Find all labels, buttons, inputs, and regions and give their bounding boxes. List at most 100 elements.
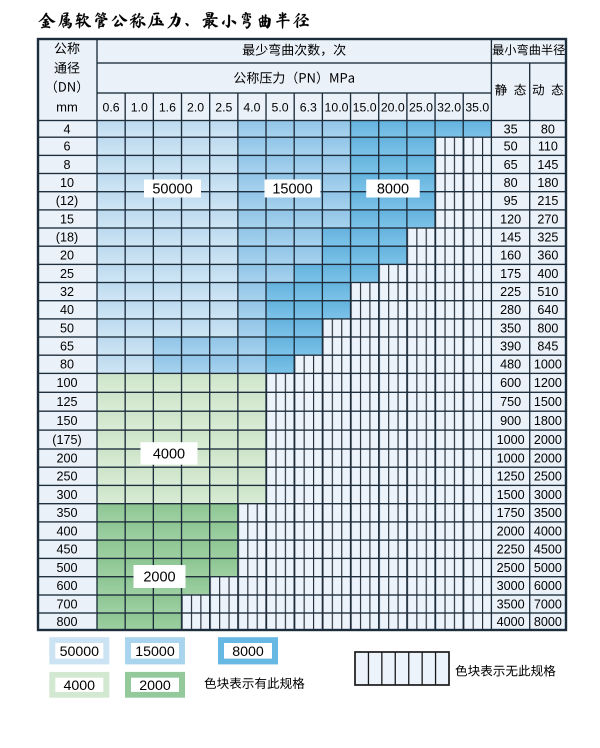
svg-text:0.6: 0.6 (103, 100, 120, 114)
svg-text:80: 80 (60, 358, 74, 372)
svg-text:1200: 1200 (534, 376, 562, 390)
svg-text:35.0: 35.0 (465, 100, 489, 114)
svg-text:1750: 1750 (497, 506, 525, 520)
svg-text:300: 300 (56, 488, 77, 502)
svg-text:80: 80 (541, 122, 555, 136)
svg-text:15000: 15000 (272, 182, 312, 198)
svg-text:1250: 1250 (497, 470, 525, 484)
svg-text:700: 700 (56, 597, 77, 611)
svg-text:350: 350 (500, 321, 521, 335)
svg-text:(175): (175) (52, 433, 81, 447)
svg-text:15.0: 15.0 (353, 100, 377, 114)
svg-text:2500: 2500 (534, 470, 562, 484)
svg-text:40: 40 (60, 303, 74, 317)
svg-text:6: 6 (63, 140, 70, 154)
svg-text:50: 50 (504, 140, 518, 154)
svg-text:2000: 2000 (497, 524, 525, 538)
svg-text:400: 400 (56, 524, 77, 538)
svg-text:95: 95 (504, 194, 518, 208)
svg-text:8000: 8000 (534, 615, 562, 629)
svg-text:4.0: 4.0 (243, 100, 260, 114)
svg-text:200: 200 (56, 452, 77, 466)
svg-text:500: 500 (56, 561, 77, 575)
svg-text:mm: mm (56, 100, 78, 115)
svg-text:20: 20 (60, 249, 74, 263)
svg-text:110: 110 (538, 140, 558, 154)
svg-text:225: 225 (500, 285, 521, 299)
svg-text:5000: 5000 (534, 561, 562, 575)
svg-text:15000: 15000 (135, 644, 175, 660)
svg-text:2500: 2500 (497, 561, 525, 575)
svg-text:145: 145 (500, 231, 521, 245)
svg-text:390: 390 (500, 340, 521, 354)
svg-text:4000: 4000 (534, 524, 562, 538)
svg-text:6.3: 6.3 (300, 100, 317, 114)
svg-text:1500: 1500 (497, 488, 525, 502)
svg-text:5.0: 5.0 (272, 100, 289, 114)
svg-text:4000: 4000 (153, 447, 185, 463)
svg-text:32: 32 (60, 285, 74, 299)
svg-text:8: 8 (63, 158, 70, 172)
svg-text:800: 800 (537, 321, 558, 335)
svg-text:215: 215 (537, 194, 558, 208)
svg-text:4000: 4000 (497, 615, 525, 629)
svg-text:3500: 3500 (497, 597, 525, 611)
svg-text:480: 480 (500, 358, 521, 372)
svg-text:1000: 1000 (497, 452, 525, 466)
svg-text:25.0: 25.0 (409, 100, 433, 114)
svg-text:8000: 8000 (377, 182, 409, 198)
svg-text:(12): (12) (56, 194, 78, 208)
svg-text:2000: 2000 (139, 678, 171, 694)
svg-text:800: 800 (56, 615, 77, 629)
svg-text:1500: 1500 (534, 395, 562, 409)
svg-text:7000: 7000 (534, 597, 562, 611)
svg-text:1000: 1000 (534, 358, 562, 372)
svg-text:50: 50 (60, 321, 74, 335)
svg-text:640: 640 (537, 303, 558, 317)
svg-text:2250: 2250 (497, 543, 525, 557)
svg-text:65: 65 (60, 340, 74, 354)
svg-text:360: 360 (537, 249, 558, 263)
svg-text:125: 125 (56, 395, 77, 409)
svg-text:2.5: 2.5 (215, 100, 232, 114)
svg-text:180: 180 (537, 176, 558, 190)
svg-text:50000: 50000 (60, 644, 100, 660)
svg-text:160: 160 (500, 249, 521, 263)
svg-text:3500: 3500 (534, 506, 562, 520)
svg-text:50000: 50000 (152, 182, 192, 198)
svg-text:400: 400 (537, 267, 558, 281)
svg-text:10.0: 10.0 (325, 100, 349, 114)
svg-text:4000: 4000 (64, 678, 96, 694)
svg-text:35: 35 (504, 122, 518, 136)
svg-text:900: 900 (500, 414, 521, 428)
svg-text:120: 120 (500, 212, 521, 226)
svg-text:150: 150 (56, 414, 77, 428)
svg-text:510: 510 (537, 285, 558, 299)
svg-text:325: 325 (537, 231, 558, 245)
svg-text:2000: 2000 (534, 433, 562, 447)
svg-text:3000: 3000 (534, 488, 562, 502)
svg-text:8000: 8000 (232, 644, 264, 660)
svg-text:450: 450 (56, 543, 77, 557)
svg-text:845: 845 (537, 340, 558, 354)
svg-text:750: 750 (500, 395, 521, 409)
svg-text:2000: 2000 (534, 452, 562, 466)
svg-text:32.0: 32.0 (437, 100, 461, 114)
svg-text:2.0: 2.0 (187, 100, 204, 114)
svg-text:2000: 2000 (143, 570, 175, 586)
svg-text:20.0: 20.0 (381, 100, 405, 114)
svg-text:100: 100 (56, 376, 77, 390)
svg-text:6000: 6000 (534, 579, 562, 593)
svg-text:250: 250 (56, 470, 77, 484)
svg-text:600: 600 (56, 579, 77, 593)
svg-text:(18): (18) (56, 231, 78, 245)
svg-text:15: 15 (60, 212, 74, 226)
svg-text:600: 600 (500, 376, 521, 390)
svg-text:4500: 4500 (534, 543, 562, 557)
svg-text:1.6: 1.6 (159, 100, 176, 114)
svg-text:1000: 1000 (497, 433, 525, 447)
svg-text:3000: 3000 (497, 579, 525, 593)
svg-text:270: 270 (537, 212, 558, 226)
svg-text:1.0: 1.0 (131, 100, 148, 114)
svg-text:65: 65 (504, 158, 518, 172)
